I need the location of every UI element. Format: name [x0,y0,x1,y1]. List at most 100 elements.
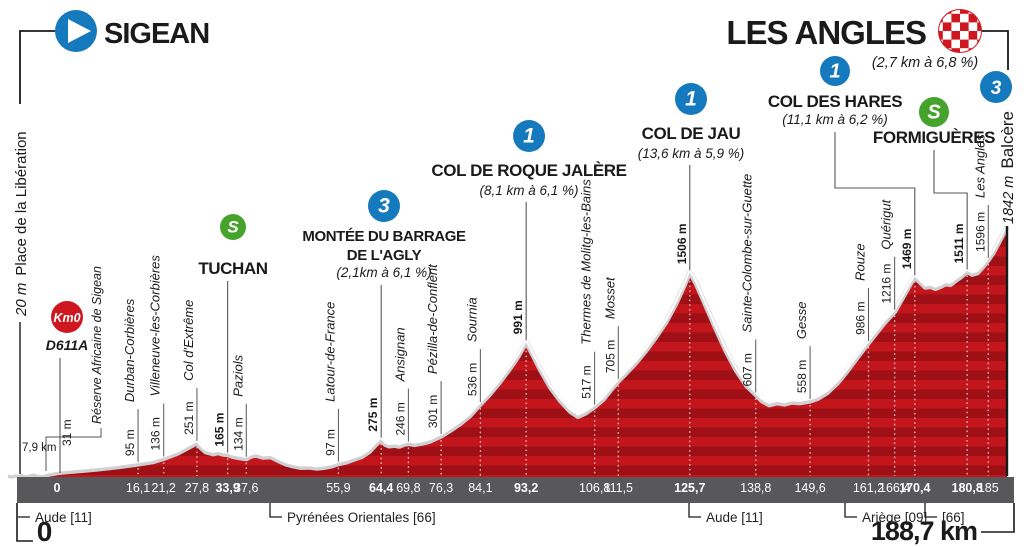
checker-square [968,10,978,14]
checker-square [968,39,978,49]
elevation-label: 607 m [741,353,755,386]
summit-block-hares: 1 COL DES HARES(11,1 km à 6,2 %) [768,56,903,127]
department-label: Ariège [09] [844,503,927,525]
summit-block-agly: 3 MONTÉE DU BARRAGE DE L'AGLY(2,1km à 6,1 … [302,190,466,280]
summit-subtitle: (2,1km à 6,1 %) [336,265,431,280]
department-corner-line [844,503,857,518]
neutral-poi-label: Réserve Africaine de Sigean [90,266,104,424]
axis-tick-label: 21,2 [152,481,176,495]
km-axis-bar [17,477,1014,503]
department-corner-line [269,503,282,518]
checker-square [968,22,978,31]
axis-tick-label: 111,5 [604,481,633,495]
km0-elevation-label: 31 m [60,419,74,446]
elevation-label: 134 m [231,417,245,450]
start-block: SIGEAN 20 mPlace de la Libération Réserv… [13,10,210,474]
summit-title: MONTÉE DU BARRAGE [302,228,466,245]
summit-title-line2: DE L'AGLY [347,247,422,264]
checker-square [942,13,952,23]
town-name-label: Les Angles [972,134,987,198]
town-name-label: Sainte-Colombe-sur-Guette [740,174,755,333]
department-name: Pyrénées Orientales [66] [287,510,436,525]
checker-square [951,10,960,14]
elevation-label: 136 m [149,417,163,450]
axis-tick-label: 161,2 [853,481,884,495]
axis-tick-label: 64,4 [369,481,393,495]
department-name: [66] [942,510,965,525]
sprint-badge-icon [220,214,246,240]
elevation-label: 246 m [393,402,407,435]
axis-tick-label: 37,6 [234,481,258,495]
elevation-label: 165 m [213,413,227,447]
climb-category-badge-icon [675,83,707,115]
elevation-label: 1596 m [973,212,987,252]
town-name-label: Thermes de Molitg-les-Bains [579,179,594,345]
axis-tick-label: 93,2 [514,481,538,495]
elevation-label: 991 m [511,300,525,334]
checker-square [977,31,981,40]
checker-square [960,31,969,40]
climb-category-badge-icon [820,56,850,86]
town-name-label: Villeneuve-les-Corbières [148,255,163,397]
climb-category-badge-icon [513,120,545,152]
finish-category-badge-icon [980,71,1012,103]
elevation-label: 1511 m [952,223,966,263]
finish-summit-label: 1842 mBalcère [998,111,1017,224]
elevation-label: 1469 m [900,229,914,270]
axis-tick-label: 69,8 [396,481,420,495]
axis-tick-label: 170,4 [899,481,930,495]
department-label: Aude [11] [18,510,92,525]
axis-tick-label: 0 [54,481,61,495]
axis-tick-label: 149,6 [794,481,825,495]
axis-tick-label: 138,8 [740,481,771,495]
elevation-label: 95 m [123,429,137,456]
elevation-label: 275 m [366,398,380,432]
town-name-label: Col d'Extrême [181,300,196,381]
elevation-label: 97 m [323,429,337,456]
department-label: Aude [11] [688,503,763,525]
finish-total-label: 188,7 km [871,516,977,546]
checker-square [939,10,943,14]
checker-square [939,22,943,31]
start-name: SIGEAN [104,18,209,50]
neutral-poi-line [45,428,102,471]
neutral-distance-label: 7,9 km [22,442,57,454]
km0-badge-icon [51,301,83,333]
axis-tick-label: 166,4 [879,481,910,495]
axis-tick-label: 180,8 [952,481,983,495]
elevation-label: 1216 m [880,264,894,304]
start-bracket-line [19,30,55,104]
badge-label: 1 [523,125,535,148]
finish-total-bracket [981,503,1015,533]
town-name-label: Mosset [602,276,617,319]
elevation-label: 517 m [580,365,594,398]
town-name-label: Rouze [852,243,867,281]
km0-road-label: D611A [46,337,89,353]
summit-block-formigueres: S FORMIGUÈRES [873,97,996,147]
surface-ribbon-gray [7,225,1010,479]
town-name-label: Quérigut [879,198,894,249]
summit-title: COL DE ROQUE JALÈRE [431,161,626,180]
axis-tick-label: 27,8 [185,481,209,495]
climb-category-badge-icon [368,190,400,222]
elevation-profile-area [8,226,1007,477]
department-corner-line [924,503,937,518]
surface-ribbon-white [7,224,1008,476]
elevation-label: 1506 m [675,223,689,264]
summit-title: COL DES HARES [768,92,902,111]
summit-block-tuchan: S TUCHAN [198,214,268,278]
checker-square [942,31,952,40]
finish-name: LES ANGLES [726,14,926,51]
elevation-label: 558 m [795,360,809,393]
town-name-label: Sournia [464,297,479,342]
checker-square [951,39,960,49]
summit-line [834,132,916,276]
checkered-pattern [939,10,981,52]
axis-tick-label: 33,9 [215,481,239,495]
start-total-label: 0 [37,516,52,547]
badge-label: 1 [685,88,697,111]
finish-climb-note: (2,7 km à 6,8 %) [872,55,978,71]
department-name: Aude [11] [35,510,92,525]
